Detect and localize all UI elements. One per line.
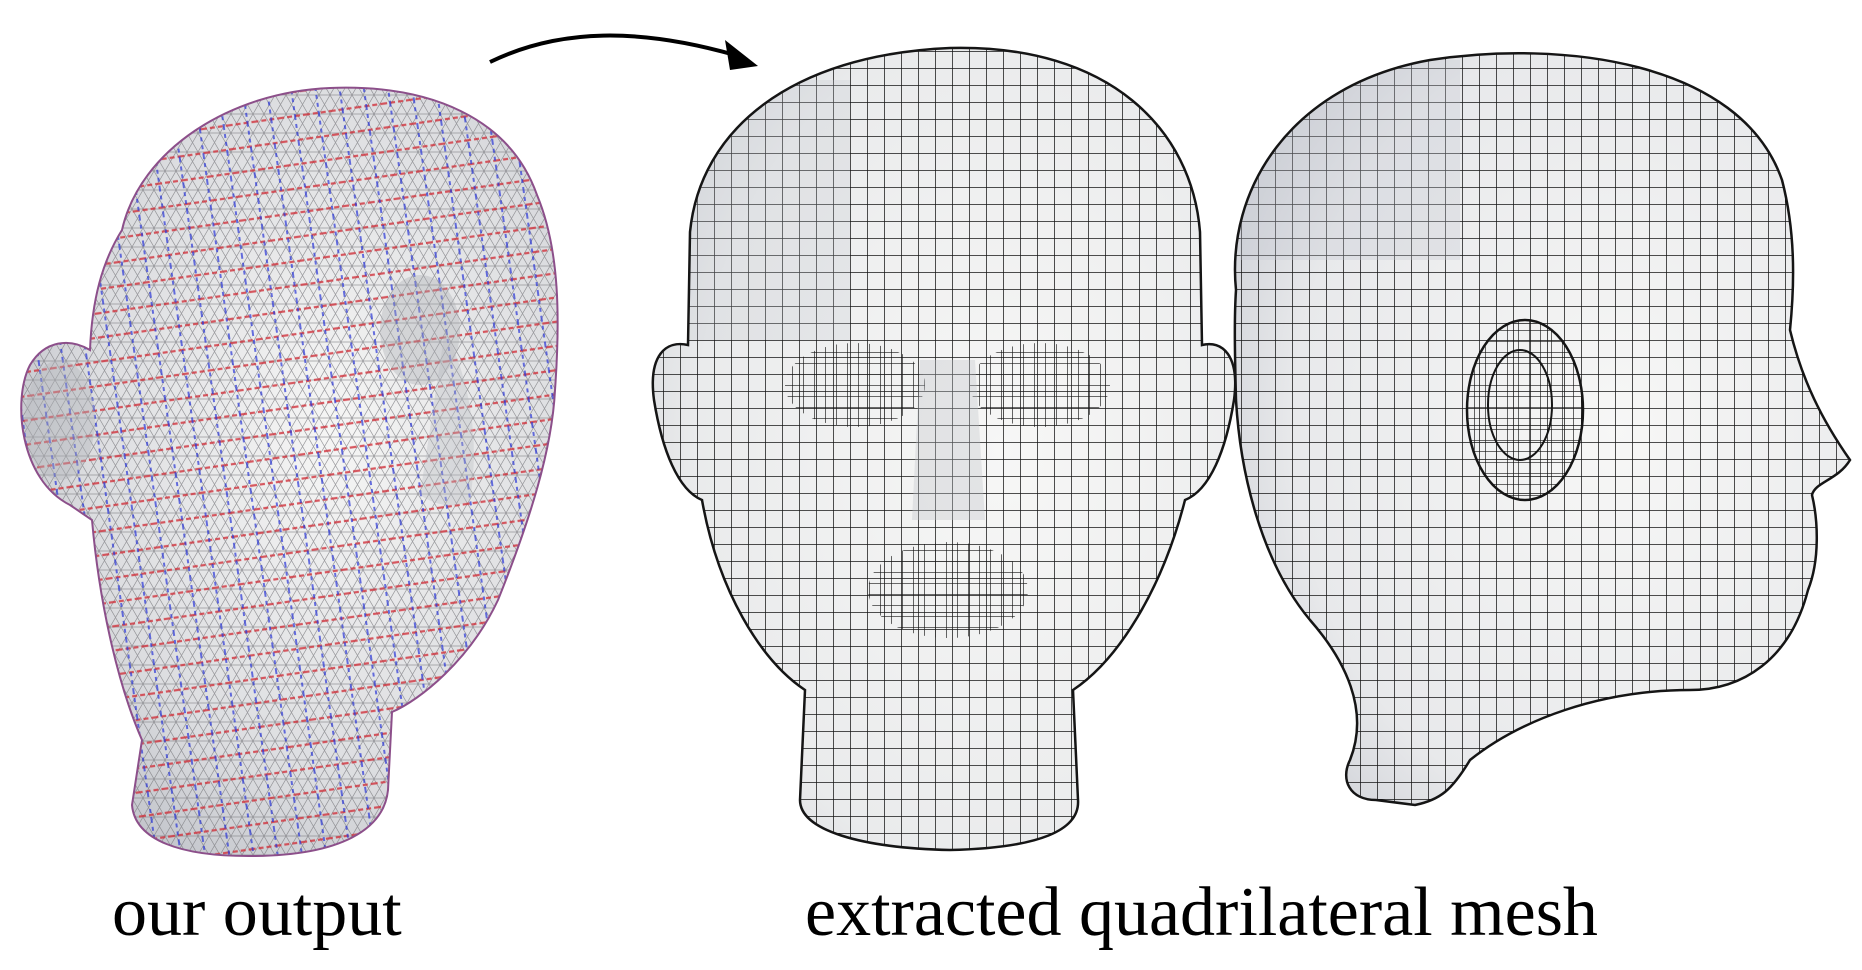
caption-our-output: our output bbox=[112, 874, 402, 951]
our-output-head bbox=[20, 86, 559, 858]
quad-mesh-front-view bbox=[651, 46, 1237, 852]
caption-extracted-quad-mesh: extracted quadrilateral mesh bbox=[805, 874, 1598, 951]
curved-arrow-icon bbox=[489, 33, 758, 70]
quad-mesh-side-view bbox=[1233, 52, 1852, 807]
